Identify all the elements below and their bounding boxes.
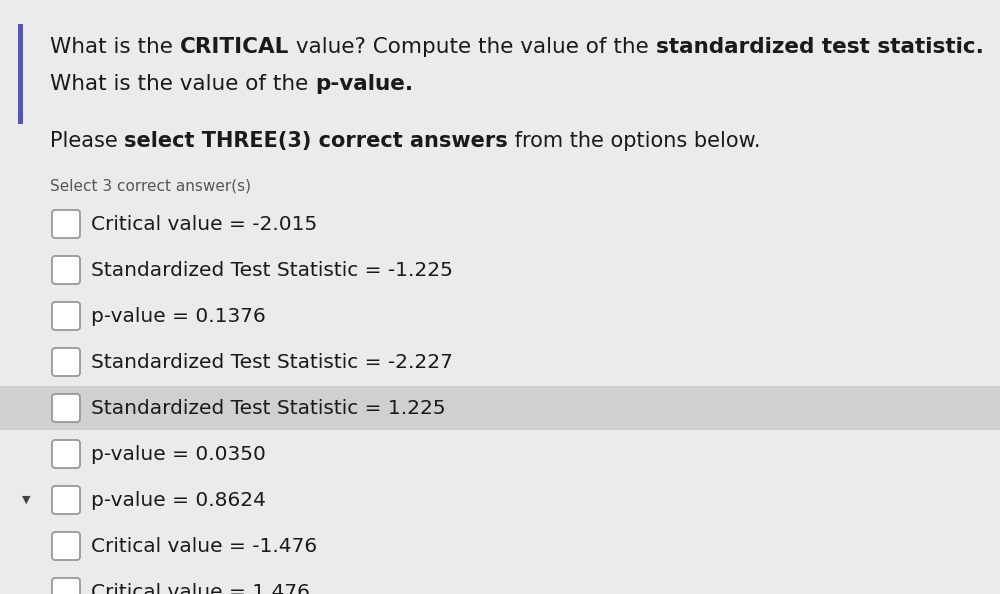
Text: Standardized Test Statistic = -1.225: Standardized Test Statistic = -1.225 [91, 261, 453, 280]
FancyBboxPatch shape [52, 394, 80, 422]
Text: CRITICAL: CRITICAL [180, 37, 289, 57]
Text: Standardized Test Statistic = -2.227: Standardized Test Statistic = -2.227 [91, 352, 453, 371]
Text: value? Compute the value of the: value? Compute the value of the [289, 37, 656, 57]
Text: Please: Please [50, 131, 124, 151]
FancyBboxPatch shape [52, 302, 80, 330]
Text: p-value = 0.0350: p-value = 0.0350 [91, 444, 266, 463]
FancyBboxPatch shape [52, 486, 80, 514]
Text: ▼: ▼ [22, 495, 30, 505]
Text: Critical value = 1.476: Critical value = 1.476 [91, 583, 310, 594]
Text: p-value = 0.1376: p-value = 0.1376 [91, 307, 266, 326]
Text: from the options below.: from the options below. [508, 131, 761, 151]
Text: Critical value = -2.015: Critical value = -2.015 [91, 214, 317, 233]
Text: p-value = 0.8624: p-value = 0.8624 [91, 491, 266, 510]
FancyBboxPatch shape [52, 578, 80, 594]
FancyBboxPatch shape [52, 256, 80, 284]
Text: p-value.: p-value. [315, 74, 413, 94]
FancyBboxPatch shape [52, 348, 80, 376]
Text: What is the value of the: What is the value of the [50, 74, 315, 94]
Text: select THREE(3) correct answers: select THREE(3) correct answers [124, 131, 508, 151]
Text: Select 3 correct answer(s): Select 3 correct answer(s) [50, 179, 251, 194]
Text: Standardized Test Statistic = 1.225: Standardized Test Statistic = 1.225 [91, 399, 446, 418]
Text: Critical value = -1.476: Critical value = -1.476 [91, 536, 317, 555]
Bar [18, 24, 23, 124]
FancyBboxPatch shape [52, 532, 80, 560]
Bar [0, 386, 1000, 430]
Text: What is the: What is the [50, 37, 180, 57]
Text: standardized test statistic.: standardized test statistic. [656, 37, 984, 57]
FancyBboxPatch shape [52, 440, 80, 468]
FancyBboxPatch shape [52, 210, 80, 238]
